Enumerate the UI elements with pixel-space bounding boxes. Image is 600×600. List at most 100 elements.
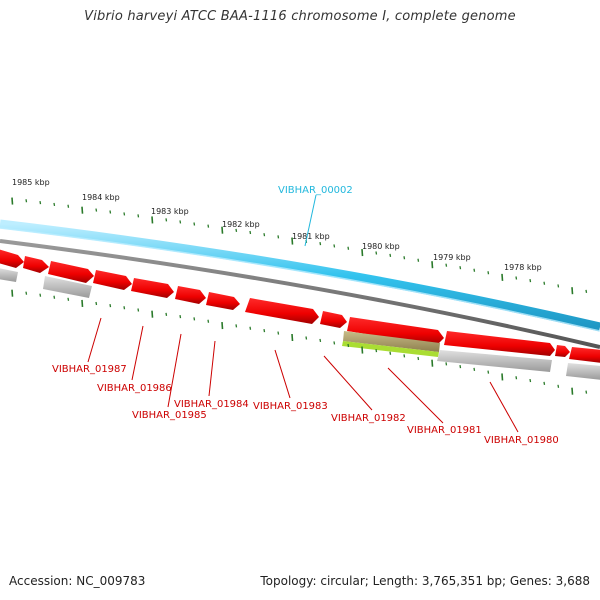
minor-tick bbox=[39, 200, 42, 205]
leader-line bbox=[87, 317, 102, 363]
minor-tick bbox=[109, 304, 112, 308]
minor-tick bbox=[25, 199, 28, 203]
major-tick bbox=[11, 289, 14, 297]
minor-tick bbox=[389, 253, 392, 257]
minor-tick bbox=[277, 331, 280, 335]
gene-label[interactable]: VIBHAR_01983 bbox=[253, 401, 328, 412]
gene-arrow[interactable] bbox=[555, 345, 570, 357]
major-tick bbox=[221, 321, 224, 330]
ruler-labels: 1985 kbp 1984 kbp 1983 kbp 1982 kbp 1981… bbox=[12, 178, 542, 272]
minor-tick bbox=[515, 376, 518, 380]
minor-tick bbox=[123, 212, 126, 216]
backbone-ring-grey bbox=[0, 239, 600, 349]
tick-label: 1981 kbp bbox=[292, 232, 330, 241]
leader-line bbox=[167, 333, 182, 408]
minor-tick bbox=[459, 364, 462, 369]
minor-tick bbox=[459, 266, 462, 270]
minor-tick bbox=[249, 326, 252, 330]
gene-arrow[interactable] bbox=[23, 256, 49, 273]
major-tick bbox=[291, 333, 294, 342]
gene-leader-lines bbox=[87, 317, 519, 433]
minor-tick bbox=[557, 384, 560, 388]
minor-tick bbox=[137, 308, 140, 312]
tick-label: 1982 kbp bbox=[222, 220, 260, 229]
minor-tick bbox=[263, 329, 266, 333]
major-tick bbox=[81, 299, 84, 307]
gene-arrow[interactable] bbox=[320, 311, 347, 328]
gene-arrow[interactable] bbox=[245, 298, 319, 324]
minor-tick bbox=[67, 204, 70, 208]
minor-tick bbox=[67, 297, 70, 301]
minor-tick bbox=[403, 256, 406, 260]
minor-tick bbox=[375, 349, 378, 353]
pseudo-gene[interactable] bbox=[43, 276, 92, 298]
minor-tick bbox=[277, 235, 280, 239]
minor-tick bbox=[179, 220, 182, 224]
gene-label[interactable]: VIBHAR_01985 bbox=[132, 410, 207, 421]
minor-tick bbox=[137, 214, 140, 218]
gene-arrow[interactable] bbox=[347, 317, 444, 345]
minor-tick bbox=[39, 293, 42, 297]
minor-tick bbox=[389, 351, 392, 355]
tick-label: 1979 kbp bbox=[433, 253, 471, 262]
pseudo-gene[interactable] bbox=[566, 363, 600, 380]
backbone-ring-outer bbox=[0, 219, 600, 332]
minor-tick bbox=[403, 354, 406, 358]
major-tick bbox=[81, 206, 84, 214]
leader-line bbox=[131, 325, 144, 381]
gc-skew-positive bbox=[342, 341, 439, 357]
highlight-gene-label[interactable]: VIBHAR_00002 bbox=[278, 185, 353, 196]
minor-tick bbox=[347, 343, 350, 348]
gene-label[interactable]: VIBHAR_01984 bbox=[174, 399, 249, 410]
tick-label: 1984 kbp bbox=[82, 193, 120, 202]
gene-arrow[interactable] bbox=[48, 261, 94, 283]
minor-tick bbox=[95, 301, 98, 306]
major-tick bbox=[361, 346, 364, 354]
minor-tick bbox=[95, 208, 98, 212]
minor-tick bbox=[473, 268, 476, 272]
major-tick bbox=[151, 216, 154, 224]
gene-arrow[interactable] bbox=[0, 249, 24, 268]
gene-labels: VIBHAR_01987 VIBHAR_01986 VIBHAR_01985 V… bbox=[52, 364, 559, 446]
minor-tick bbox=[375, 251, 378, 255]
major-tick bbox=[431, 359, 434, 367]
gene-arrow[interactable] bbox=[206, 292, 240, 310]
major-tick bbox=[361, 249, 364, 257]
minor-tick bbox=[515, 276, 518, 280]
map-title: Vibrio harveyi ATCC BAA-1116 chromosome … bbox=[84, 9, 516, 24]
major-tick bbox=[501, 273, 504, 281]
major-tick bbox=[221, 226, 224, 234]
gene-arrow[interactable] bbox=[131, 278, 174, 298]
accession-text: Accession: NC_009783 bbox=[9, 574, 146, 588]
gene-arrow[interactable] bbox=[93, 270, 132, 290]
gene-label[interactable]: VIBHAR_01980 bbox=[484, 435, 559, 446]
minor-tick bbox=[249, 230, 252, 235]
minor-tick bbox=[193, 317, 196, 321]
minor-tick bbox=[25, 291, 28, 295]
highlight-leader-line bbox=[304, 194, 317, 247]
leader-line bbox=[387, 367, 444, 424]
major-tick bbox=[11, 197, 14, 205]
pseudo-gene[interactable] bbox=[0, 268, 18, 282]
gene-label[interactable]: VIBHAR_01987 bbox=[52, 364, 127, 375]
minor-tick bbox=[333, 341, 336, 345]
tick-label: 1978 kbp bbox=[504, 263, 542, 272]
minor-tick bbox=[193, 222, 196, 226]
genome-summary-text: Topology: circular; Length: 3,765,351 bp… bbox=[260, 574, 590, 588]
gene-label[interactable]: VIBHAR_01982 bbox=[331, 413, 406, 424]
gene-arrow[interactable] bbox=[569, 347, 600, 363]
minor-tick bbox=[543, 381, 546, 386]
gene-arrow[interactable] bbox=[175, 286, 206, 304]
minor-tick bbox=[487, 271, 490, 275]
minor-tick bbox=[529, 278, 532, 283]
gene-label[interactable]: VIBHAR_01981 bbox=[407, 425, 482, 436]
pseudo-gene[interactable] bbox=[437, 350, 552, 372]
gc-skew-negative bbox=[343, 331, 440, 352]
minor-tick bbox=[319, 242, 322, 246]
gene-arrow[interactable] bbox=[444, 331, 555, 356]
minor-tick bbox=[557, 284, 560, 288]
minor-tick bbox=[179, 315, 182, 319]
gene-label[interactable]: VIBHAR_01986 bbox=[97, 383, 172, 394]
minor-tick bbox=[347, 246, 350, 250]
